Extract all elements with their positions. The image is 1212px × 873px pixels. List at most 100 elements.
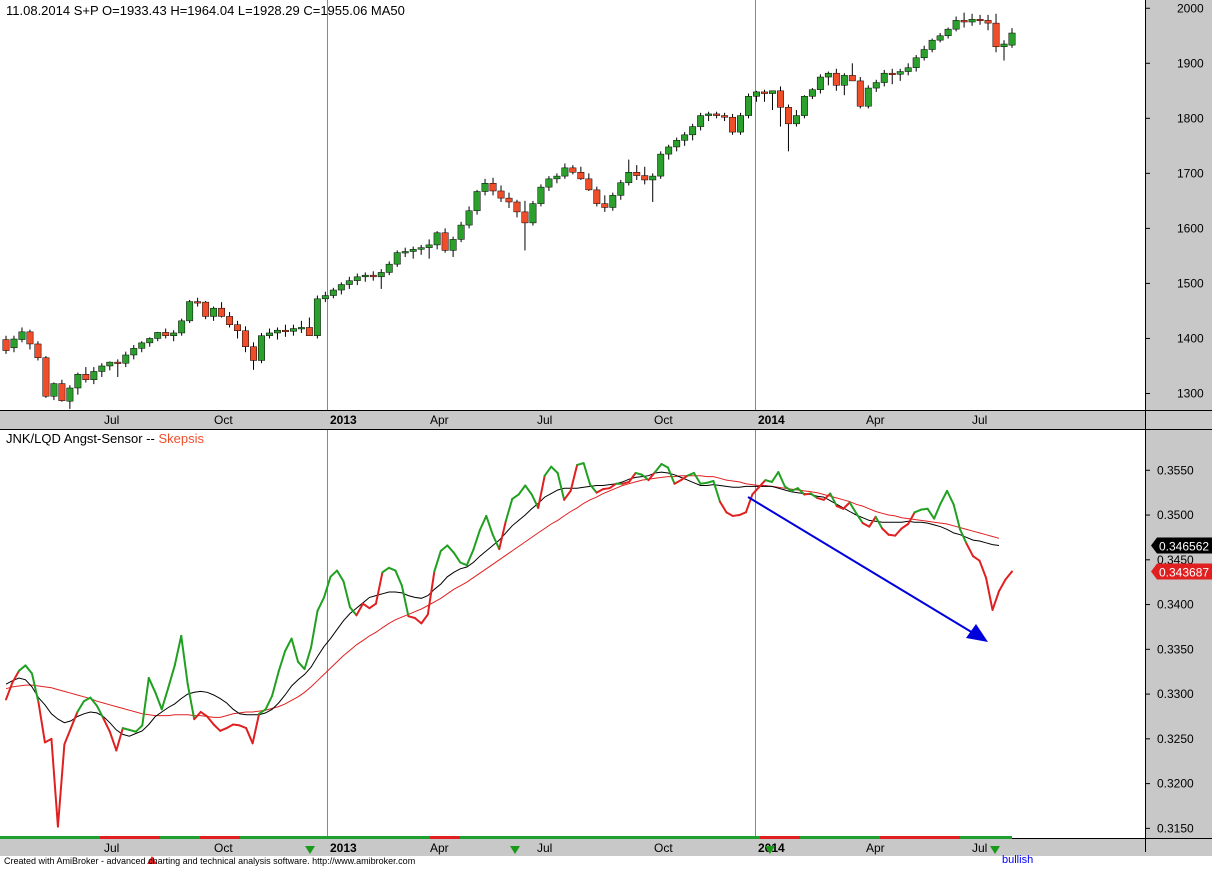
indicator-segment [134,724,144,733]
indicator-segment [764,479,773,483]
indicator-segment [803,492,812,496]
last-value-label: 0.343687 [1159,565,1209,579]
indicator-segment [933,502,942,520]
indicator-segment [121,727,131,731]
candle-body [26,331,34,345]
indicator-segment [17,664,27,672]
indicator-segment [692,471,702,485]
indicator-segment [290,637,300,663]
y-tick-label: 2000 [1177,1,1204,15]
indicator-segment [705,480,715,484]
candle-body [497,190,505,199]
indicator-segment [582,462,592,486]
indicator-segment [790,487,799,492]
indicator-segment [647,471,657,482]
candle-body [385,263,393,273]
x-tick-label: Apr [866,413,885,427]
y-tick-label: 1300 [1177,386,1204,400]
indicator-segment [770,471,780,483]
indicator-segment [751,486,760,496]
indicator-segment [69,710,79,730]
indicator-segment [809,492,819,500]
candle-body [289,328,297,332]
price-header: 11.08.2014 S+P O=1933.43 H=1964.04 L=192… [6,3,405,18]
indicator-segment [147,676,157,694]
indicator-segment [881,527,890,536]
indicator-segment [478,514,488,532]
indicator-segment [641,473,650,482]
candle-body [178,320,186,334]
indicator-segment [926,507,936,520]
candle-body [90,371,98,380]
candle-body [154,332,162,339]
indicator-segment [952,503,962,531]
candle-body [888,72,896,75]
candle-body [481,183,489,192]
candle-body [146,338,154,344]
y-tick-label: 1900 [1177,56,1204,70]
indicator-segment [939,489,949,505]
indicator-segment [491,533,501,551]
candle-body [305,327,313,336]
candle-body [912,57,920,68]
candle-body [601,203,609,208]
candle-body [401,251,409,254]
candle-body [297,327,305,330]
signal-ribbon-segment [760,836,800,839]
indicator-segment [991,590,1001,611]
candle-body [82,373,90,380]
indicator-segment [868,515,877,528]
candle-body [106,361,114,367]
indicator-segment [43,737,53,744]
candle-body [409,249,417,252]
indicator-segment [660,463,670,469]
indicator-segment [219,727,228,732]
indicator-segment [524,484,533,496]
candle-body [449,239,457,251]
candle-body [258,335,265,361]
candle-body [74,373,82,389]
x-tick-label: Jul [537,413,552,427]
indicator-segment [63,727,72,746]
indicator-segment [199,710,209,718]
indicator-segment [420,613,429,625]
indicator-segment [108,730,118,752]
indicator-segment [907,511,916,525]
candle-body [42,357,50,397]
y-tick-label: 0.3300 [1157,687,1194,701]
indicator-segment [757,479,767,489]
candle-body [465,210,473,226]
candle-body [569,167,577,173]
indicator-segment [699,481,708,485]
indicator-segment [537,474,546,509]
indicator-segment [452,551,462,564]
candle-body [345,280,353,285]
indicator-segment [303,646,313,671]
indicator-segment [361,602,371,610]
indicator-segment [744,493,754,514]
indicator-segment [725,511,734,517]
candle-body [274,329,281,334]
indicator-segment [433,549,442,573]
y-tick-label: 1700 [1177,166,1204,180]
candle-body [66,387,74,402]
indicator-segment [654,463,663,474]
sell-signal-marker [147,856,157,864]
indicator-segment [595,488,605,494]
candle-body [808,89,816,97]
candle-body [705,113,713,116]
indicator-segment [894,527,903,537]
candle-body [824,72,832,78]
indicator-segment [160,686,170,711]
x-tick-label: Jul [537,841,552,855]
indicator-segment [563,489,572,501]
candle-body [553,175,561,180]
candle-body [840,75,848,86]
x-tick-label: Oct [654,841,673,855]
candle-body [896,71,904,75]
buy-signal-marker [990,846,1000,854]
indicator-segment [426,570,436,616]
indicator-segment [712,480,721,503]
candle-body [130,348,138,356]
candle-body [649,175,657,181]
